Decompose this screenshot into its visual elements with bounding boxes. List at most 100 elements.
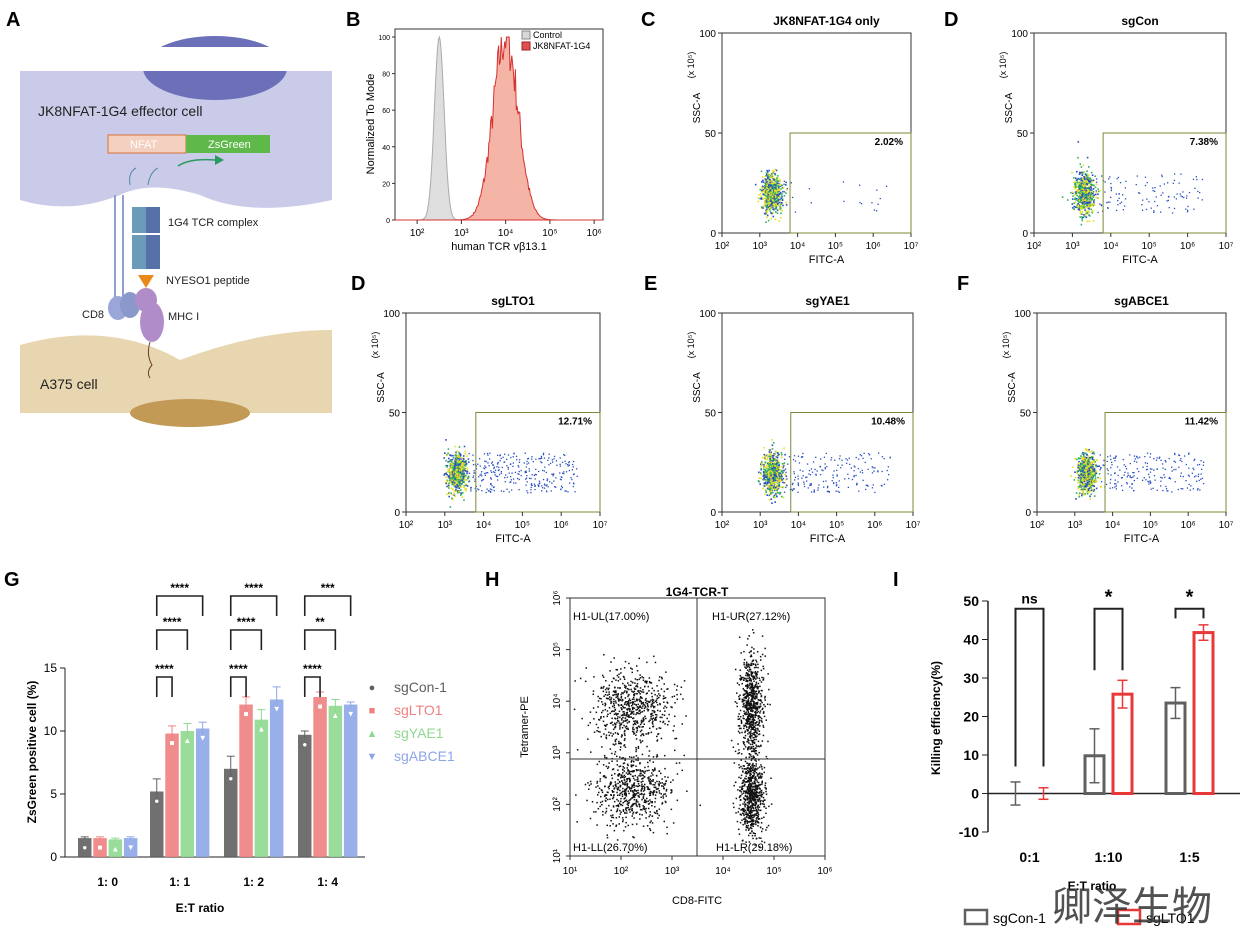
flow-event — [502, 467, 503, 468]
flow-xtick-label: 10⁵ — [1142, 241, 1157, 252]
flow-event — [1077, 482, 1079, 484]
flow-xtick-label: 10³ — [753, 241, 768, 252]
flow-event — [506, 489, 507, 490]
h-event — [607, 694, 609, 696]
flow-event — [1121, 477, 1122, 478]
h-event — [588, 725, 590, 727]
h-event — [638, 704, 640, 706]
h-event — [645, 699, 647, 701]
flow-event — [486, 461, 487, 462]
flow-event — [494, 467, 495, 468]
h-event — [665, 697, 667, 699]
flow-event — [568, 465, 569, 466]
flow-event — [448, 448, 450, 450]
flow-event — [1152, 187, 1153, 188]
flow-event — [1096, 178, 1097, 179]
flow-event — [1145, 462, 1146, 463]
flow-event — [1094, 175, 1096, 177]
flow-event — [1074, 471, 1076, 473]
flow-event — [461, 457, 463, 459]
flow-event — [1181, 196, 1182, 197]
h-event — [621, 715, 623, 717]
flow-event — [1072, 466, 1074, 468]
flow-event — [1091, 473, 1093, 475]
h-event — [633, 694, 635, 696]
flow-event — [495, 474, 496, 475]
flow-event — [818, 487, 819, 488]
flow-event — [785, 202, 787, 204]
flow-xtick-label: 10² — [399, 520, 414, 531]
h-event — [646, 681, 648, 683]
flow-event — [1080, 197, 1082, 199]
hist-xlabel: human TCR vβ13.1 — [451, 241, 546, 253]
flow-event — [770, 184, 772, 186]
flow-event — [1088, 488, 1090, 490]
h-event — [674, 750, 676, 752]
h-event — [627, 712, 629, 714]
flow-event — [817, 470, 818, 471]
flow-event — [792, 490, 793, 491]
flow-event — [573, 474, 574, 475]
flow-event — [814, 489, 815, 490]
flow-event — [508, 467, 509, 468]
h-event — [606, 687, 608, 689]
h-event — [625, 715, 627, 717]
h-event — [660, 717, 662, 719]
flow-event — [466, 463, 468, 465]
flow-event — [478, 476, 479, 477]
flow-event — [1175, 462, 1176, 463]
flow-event — [505, 474, 506, 475]
g-bar-marker: ● — [154, 796, 159, 805]
flow-event — [463, 455, 465, 457]
flow-event — [484, 461, 485, 462]
h-event — [640, 712, 642, 714]
flow-event — [1130, 477, 1131, 478]
g-category-label: 1: 4 — [317, 875, 338, 889]
flow-gate-pct: 10.48% — [871, 416, 905, 427]
flow-event — [1109, 202, 1110, 203]
flow-event — [1110, 467, 1111, 468]
flow-event — [769, 470, 771, 472]
flow-event — [1132, 477, 1133, 478]
flow-event — [874, 467, 875, 468]
flow-event — [460, 489, 462, 491]
flow-event — [876, 210, 877, 211]
flow-gate — [1103, 133, 1226, 233]
h-event — [601, 736, 603, 738]
flow-event — [814, 469, 815, 470]
flow-event — [554, 456, 555, 457]
g-legend-marker: ■ — [369, 705, 376, 717]
flow-event — [1091, 450, 1093, 452]
h-event — [621, 736, 623, 738]
flow-event — [1088, 208, 1090, 210]
flow-event — [1203, 465, 1204, 466]
flow-event — [446, 483, 448, 485]
flow-event — [794, 489, 795, 490]
flow-event — [768, 485, 770, 487]
h-event — [645, 733, 647, 735]
flow-event — [1083, 164, 1085, 166]
h-event — [635, 709, 637, 711]
flow-ytick-label: 100 — [383, 309, 400, 320]
flow-event — [467, 469, 469, 471]
flow-event — [472, 460, 473, 461]
h-event — [618, 700, 620, 702]
flow-event — [771, 175, 773, 177]
flow-event — [529, 470, 530, 471]
flow-event — [1124, 472, 1125, 473]
flow-event — [470, 490, 471, 491]
flow-event — [510, 481, 511, 482]
flow-event — [508, 468, 509, 469]
flow-event — [465, 460, 467, 462]
flow-event — [449, 465, 451, 467]
flow-event — [1081, 224, 1083, 226]
flow-event — [562, 487, 563, 488]
flow-event — [779, 478, 781, 480]
h-event — [661, 677, 663, 679]
h-event — [596, 712, 598, 714]
flow-event — [562, 473, 563, 474]
flow-event — [768, 170, 770, 172]
flow-event — [1129, 475, 1130, 476]
h-event — [605, 680, 607, 682]
